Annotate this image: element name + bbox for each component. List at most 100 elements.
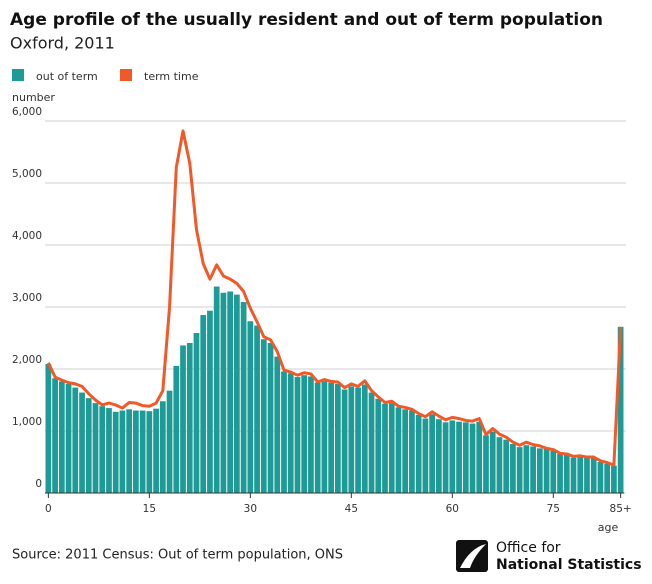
bar [133, 410, 139, 493]
bar [462, 422, 469, 493]
logo: Office for National Statistics [456, 540, 642, 573]
bar [449, 420, 456, 493]
bar [213, 286, 220, 493]
bar [254, 325, 260, 493]
bar [126, 409, 133, 493]
legend-label: out of term [36, 70, 98, 83]
bar [247, 321, 254, 493]
y-tick-label: 3,000 [12, 292, 42, 304]
bar [617, 326, 624, 493]
logo-swoosh [460, 544, 486, 568]
bar [281, 371, 287, 493]
bar [557, 453, 563, 493]
bar [503, 439, 510, 493]
bar [112, 411, 119, 493]
bar [456, 421, 462, 493]
bar [227, 291, 234, 493]
x-tick-label: 15 [143, 503, 156, 515]
bar [510, 444, 516, 493]
bar [321, 381, 328, 493]
bar [234, 294, 240, 493]
bar [65, 383, 72, 493]
bar [260, 339, 267, 493]
chart-subtitle: Oxford, 2011 [10, 34, 115, 53]
legend-swatch [120, 69, 132, 81]
chart-title: Age profile of the usually resident and … [10, 10, 603, 30]
bar [153, 408, 159, 493]
bar [186, 342, 193, 493]
bar [604, 463, 611, 493]
bar [375, 398, 382, 493]
x-tick-label: 75 [547, 503, 560, 515]
bar [496, 437, 503, 493]
y-tick-label: 6,000 [12, 106, 42, 118]
bar [476, 421, 483, 493]
y-axis-label: number [12, 91, 55, 104]
bar [159, 401, 166, 493]
bar [294, 377, 301, 493]
bar [207, 310, 213, 493]
bar [139, 410, 146, 493]
bar [530, 446, 536, 493]
legend-swatch [12, 69, 24, 81]
bar [72, 387, 79, 493]
bar [483, 435, 489, 493]
bar [240, 302, 247, 493]
logo-text: Office for [496, 540, 561, 556]
bar [584, 457, 590, 493]
bar [388, 403, 395, 493]
bar [267, 342, 274, 493]
bar [442, 422, 449, 493]
bar [146, 411, 153, 493]
bar [308, 376, 314, 493]
bar [361, 384, 368, 493]
bar [200, 315, 207, 493]
bar [611, 465, 617, 493]
logo-text: National Statistics [496, 557, 642, 573]
bar [422, 418, 429, 493]
y-tick-label: 5,000 [12, 168, 42, 180]
x-tick-label: 60 [446, 503, 459, 515]
y-tick-label: 4,000 [12, 230, 42, 242]
x-axis-label: age [598, 521, 619, 534]
bar [415, 414, 422, 493]
bar [368, 392, 375, 493]
bar [301, 375, 308, 493]
bar [590, 458, 597, 493]
bar [435, 419, 442, 493]
y-tick-label: 0 [35, 478, 42, 490]
bar [99, 406, 106, 493]
bar [536, 448, 543, 493]
bar [287, 373, 294, 493]
bar [348, 386, 355, 493]
bar [395, 407, 402, 493]
bar [79, 392, 85, 493]
bar [577, 457, 584, 493]
bar [274, 356, 281, 493]
bar [469, 423, 476, 493]
bar [193, 333, 200, 493]
bar [597, 462, 604, 493]
bar [341, 389, 348, 493]
bar [409, 410, 415, 493]
x-tick-label: 45 [345, 503, 358, 515]
line [47, 129, 623, 467]
bar [173, 365, 180, 493]
bar [429, 414, 435, 493]
bar [106, 408, 112, 493]
bar [335, 383, 341, 493]
x-tick-label: 85+ [610, 503, 632, 515]
bar [166, 390, 173, 493]
bar [92, 403, 99, 493]
bar [328, 382, 334, 493]
bar [220, 292, 227, 493]
bar [355, 387, 361, 493]
bar [382, 403, 388, 493]
bar [180, 345, 186, 493]
bar [45, 364, 52, 493]
bar [523, 445, 530, 493]
bar [489, 431, 496, 493]
x-tick-label: 0 [45, 503, 52, 515]
bar [563, 454, 570, 493]
